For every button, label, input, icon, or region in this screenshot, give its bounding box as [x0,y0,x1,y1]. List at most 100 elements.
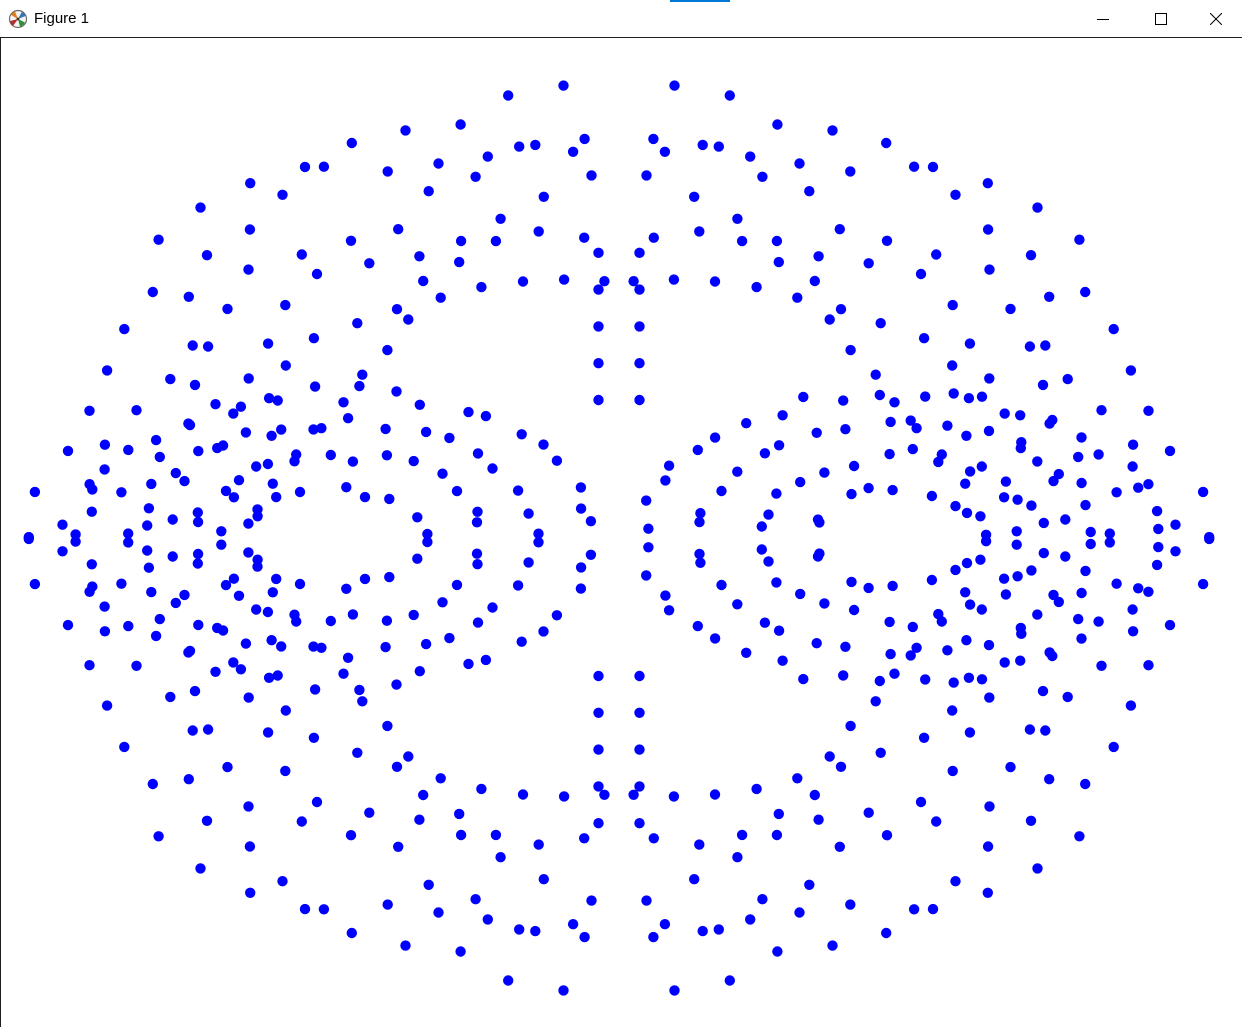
scatter-point-222 [863,807,874,818]
scatter-point-331 [403,751,414,762]
scatter-point-535 [983,639,995,651]
scatter-point-67 [57,546,68,557]
scatter-point-259 [266,635,277,646]
scatter-point-312 [911,423,922,434]
scatter-point-544 [811,427,822,438]
scatter-point-113 [433,158,444,169]
scatter-point-130 [1104,537,1116,548]
scatter-point-119 [482,914,493,925]
scatter-point-2 [1204,533,1215,545]
scatter-point-554 [695,508,706,519]
scatter-point-313 [316,423,327,434]
scatter-point-488 [1076,432,1087,443]
scatter-point-219 [311,796,323,808]
scatter-point-392 [86,506,98,517]
scatter-point-54 [772,946,783,957]
scatter-point-476 [243,518,254,529]
scatter-point-481 [1151,559,1163,571]
scatter-point-191 [167,551,178,562]
scatter-point-567 [964,599,976,610]
scatter-point-103 [277,876,288,887]
scatter-point-99 [244,841,256,852]
scatter-point-25 [147,286,158,298]
scatter-point-513 [692,620,703,632]
scatter-point-505 [798,673,809,685]
scatter-point-413 [342,652,354,663]
scatter-point-422 [193,445,204,457]
scatter-point-419 [240,638,252,649]
scatter-point-482 [1133,482,1144,493]
scatter-point-417 [276,641,287,652]
scatter-point-188 [1060,514,1071,525]
scatter-point-386 [123,444,134,456]
scatter-point-362 [516,429,527,440]
scatter-point-492 [1015,410,1026,421]
scatter-point-477 [243,547,254,558]
scatter-point-415 [308,641,319,652]
scatter-point-553 [716,579,727,591]
scatter-point-180 [713,141,724,152]
scatter-point-500 [874,389,885,401]
scatter-point-533 [1016,628,1027,639]
scatter-point-399 [523,557,534,568]
scatter-point-211 [262,727,274,738]
scatter-point-242 [641,895,652,906]
scatter-point-268 [918,333,930,344]
scatter-point-556 [694,516,705,528]
scatter-point-576 [819,467,830,478]
scatter-point-41 [299,161,311,173]
scatter-point-316 [889,397,900,408]
scatter-point-617 [634,358,645,369]
title-bar[interactable]: Figure 1 [0,0,1242,38]
minimize-button[interactable] [1074,0,1132,37]
scatter-point-504 [798,391,809,403]
scatter-point-515 [663,605,675,616]
scatter-point-23 [119,741,130,753]
scatter-point-299 [579,833,590,844]
scatter-point-607 [634,781,645,792]
scatter-point-325 [382,344,393,356]
scatter-point-14 [1143,660,1154,671]
scatter-point-326 [845,720,856,732]
scatter-point-290 [736,829,748,841]
scatter-point-183 [514,924,525,935]
scatter-point-123 [530,925,541,937]
scatter-point-7 [29,578,41,590]
scatter-point-441 [408,609,419,621]
scatter-point-431 [142,545,153,556]
scatter-point-278 [835,761,847,772]
scatter-point-381 [210,666,221,677]
scatter-point-209 [262,338,274,349]
figure-canvas[interactable] [0,38,1242,1027]
scatter-point-65 [57,519,68,530]
scatter-point-127 [579,931,590,943]
scatter-point-10 [1164,619,1176,631]
scatter-point-620 [593,284,604,295]
scatter-point-230 [771,829,783,841]
maximize-button[interactable] [1132,0,1190,37]
scatter-point-63 [558,985,569,996]
scatter-point-86 [1040,725,1051,736]
scatter-point-378 [235,401,247,412]
scatter-point-129 [123,528,134,539]
scatter-point-128 [1104,528,1116,539]
scatter-point-322 [870,696,881,707]
scatter-point-342 [709,789,721,800]
scatter-point-578 [795,476,806,488]
scatter-point-593 [926,574,938,586]
scatter-point-282 [809,789,820,801]
close-button[interactable] [1190,0,1242,37]
scatter-point-397 [533,537,544,548]
scatter-point-79 [131,660,142,671]
scatter-point-522 [1085,526,1096,538]
scatter-point-616 [593,358,604,369]
scatter-point-388 [99,464,110,475]
scatter-point-145 [189,379,201,391]
scatter-point-559 [1038,547,1050,559]
scatter-point-409 [420,638,432,650]
scatter-point-232 [732,213,743,224]
scatter-point-88 [1044,291,1055,302]
scatter-point-273 [352,318,363,329]
scatter-point-121 [530,139,541,151]
scatter-point-393 [86,559,98,570]
